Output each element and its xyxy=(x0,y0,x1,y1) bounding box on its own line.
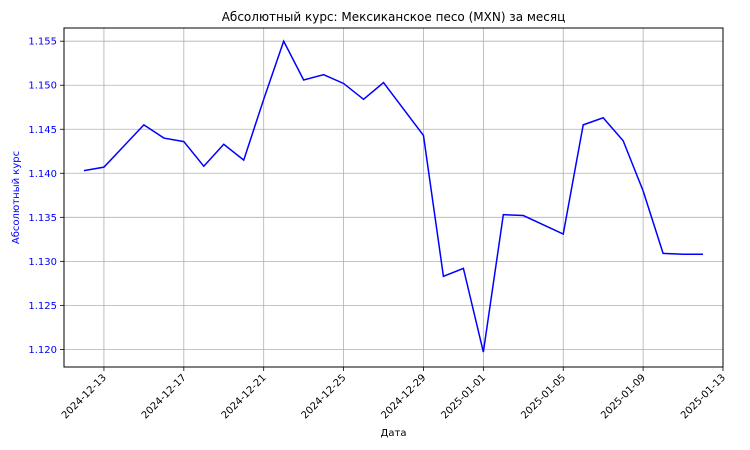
y-tick-label: 1.140 xyxy=(28,169,57,180)
y-axis-ticks: 1.120 1.125 1.130 1.135 1.140 1.145 1.150 1.155 xyxy=(28,37,64,356)
x-tick-label: 2024-12-29 xyxy=(380,373,429,422)
x-tick-label: 2025-01-09 xyxy=(599,373,648,422)
x-tick-label: 2024-12-25 xyxy=(300,373,349,422)
x-axis-label: Дата xyxy=(381,428,407,439)
grid-lines xyxy=(64,28,724,367)
y-tick-label: 1.120 xyxy=(28,345,57,356)
x-tick-label: 2024-12-13 xyxy=(60,373,109,422)
series-line xyxy=(83,39,704,353)
y-tick-label: 1.150 xyxy=(28,81,57,92)
y-tick-label: 1.135 xyxy=(28,213,57,224)
chart-title: Абсолютный курс: Мексиканское песо (MXN)… xyxy=(222,10,566,24)
x-tick-label: 2024-12-21 xyxy=(220,373,269,422)
y-tick-label: 1.145 xyxy=(28,125,57,136)
y-tick-label: 1.155 xyxy=(28,37,57,48)
x-tick-label: 2025-01-05 xyxy=(519,373,568,422)
y-tick-label: 1.130 xyxy=(28,257,57,268)
axes-frame xyxy=(63,27,724,368)
x-tick-label: 2025-01-01 xyxy=(439,373,488,422)
y-tick-label: 1.125 xyxy=(28,301,57,312)
x-tick-label: 2024-12-17 xyxy=(140,373,189,422)
x-tick-label: 2025-01-13 xyxy=(679,373,728,422)
y-axis-label: Абсолютный курс xyxy=(11,151,22,244)
x-axis-ticks: 2024-12-13 2024-12-17 2024-12-21 2024-12-25… xyxy=(60,367,728,421)
